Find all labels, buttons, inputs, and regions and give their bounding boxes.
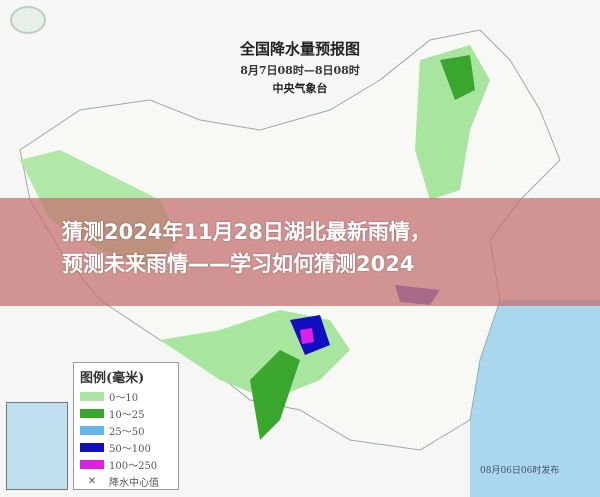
map-title: 全国降水量预报图 [239,40,360,58]
legend-swatch [80,460,104,469]
legend-item: ✕ 降水中心值 [80,473,172,490]
legend-item: 25～50 [80,422,172,439]
headline-line-2: 预测未来雨情——学习如何猜测2024 [62,252,415,276]
legend-label: 降水中心值 [109,478,159,489]
legend-label: 0～10 [109,393,139,404]
rain-area-south-mid [250,350,300,440]
map-period: 8月7日08时—8日08时 [240,64,360,77]
map-issuer: 中央气象台 [272,82,328,95]
rain-area-north-mid [440,55,475,100]
cross-icon: ✕ [87,476,97,487]
legend-swatch [80,426,104,435]
legend-title: 图例(毫米) [80,371,145,386]
legend-item: 100～250 [80,456,172,473]
legend-item: 10～25 [80,405,172,422]
logo [10,6,46,34]
legend: 图例(毫米) 0～10 10～25 25～50 50～100 100～250 ✕… [73,362,179,490]
legend-swatch [80,392,104,401]
legend-label: 25～50 [109,427,145,438]
legend-item: 0～10 [80,388,172,405]
legend-label: 50～100 [109,444,151,455]
rain-area-extreme [300,328,314,344]
legend-swatch [80,409,104,418]
south-sea-inset-map [6,402,68,490]
legend-label: 10～25 [109,410,145,421]
publish-time: 08月06日06时发布 [480,466,560,476]
legend-swatch [80,443,104,452]
legend-item: 50～100 [80,439,172,456]
headline-line-1: 猜测2024年11月28日湖北最新雨情， [62,220,431,244]
legend-label: 100～250 [109,461,158,472]
headline-banner: 猜测2024年11月28日湖北最新雨情， 预测未来雨情——学习如何猜测2024 [0,198,600,306]
